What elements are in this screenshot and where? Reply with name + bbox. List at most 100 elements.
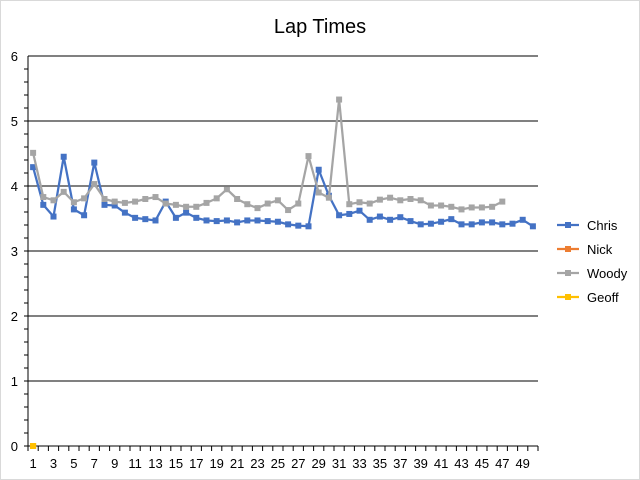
y-tick-label: 3 [11, 244, 18, 259]
data-point-woody [325, 194, 332, 201]
data-point-chris [172, 214, 179, 221]
data-point-woody [274, 197, 281, 204]
data-point-chris [387, 216, 394, 223]
data-point-woody [427, 202, 434, 209]
x-tick-label: 1 [29, 456, 36, 471]
data-point-chris [366, 216, 373, 223]
data-point-chris [448, 216, 455, 223]
legend-label-woody: Woody [587, 266, 628, 281]
data-point-chris [478, 219, 485, 226]
data-point-woody [407, 196, 414, 202]
data-point-chris [193, 214, 200, 221]
x-tick-label: 5 [70, 456, 77, 471]
data-point-chris [407, 218, 414, 225]
data-point-woody [315, 189, 322, 196]
y-tick-label: 5 [11, 114, 18, 129]
data-point-chris [40, 201, 47, 208]
x-tick-label: 35 [373, 456, 387, 471]
data-point-chris [305, 223, 312, 230]
x-tick-label: 37 [393, 456, 407, 471]
data-point-woody [30, 149, 37, 156]
data-point-woody [346, 201, 353, 208]
data-point-woody [152, 194, 159, 201]
data-point-woody [254, 205, 261, 212]
x-tick-label: 47 [495, 456, 509, 471]
x-tick-label: 31 [332, 456, 346, 471]
legend-marker-chris [565, 222, 571, 228]
data-point-chris [223, 217, 230, 224]
data-point-chris [427, 220, 434, 227]
data-point-woody [234, 196, 241, 202]
data-point-woody [101, 196, 108, 202]
data-point-woody [203, 199, 210, 206]
x-tick-label: 39 [413, 456, 427, 471]
data-point-woody [458, 206, 465, 213]
x-tick-label: 43 [454, 456, 468, 471]
data-point-chris [183, 209, 190, 216]
x-tick-label: 7 [91, 456, 98, 471]
data-point-woody [468, 204, 475, 211]
legend-label-nick: Nick [587, 242, 613, 257]
data-point-chris [489, 219, 496, 226]
series-line-chris [32, 155, 534, 228]
data-point-chris [336, 212, 343, 219]
data-point-woody [244, 201, 251, 208]
data-point-woody [183, 203, 190, 210]
data-point-woody [336, 96, 343, 103]
data-point-chris [295, 222, 302, 229]
data-point-chris [509, 220, 516, 227]
x-tick-label: 9 [111, 456, 118, 471]
data-point-woody [478, 204, 485, 211]
data-point-chris [213, 218, 220, 225]
x-tick-label: 49 [515, 456, 529, 471]
data-point-chris [50, 213, 57, 220]
data-point-chris [376, 213, 383, 220]
data-point-woody [305, 153, 312, 160]
x-tick-label: 11 [128, 456, 142, 471]
y-tick-label: 6 [11, 49, 18, 64]
data-point-woody [387, 194, 394, 201]
data-point-chris [285, 221, 292, 228]
data-point-woody [448, 203, 455, 210]
data-point-woody [60, 188, 67, 195]
data-point-woody [81, 195, 88, 202]
data-point-chris [111, 202, 118, 209]
x-tick-label: 23 [250, 456, 264, 471]
data-point-chris [519, 216, 526, 223]
data-point-chris [203, 217, 210, 224]
data-point-chris [91, 159, 98, 166]
data-point-woody [264, 200, 271, 207]
x-tick-label: 25 [271, 456, 285, 471]
x-tick-label: 29 [311, 456, 325, 471]
data-point-woody [162, 200, 169, 207]
data-point-chris [81, 212, 88, 219]
data-point-woody [213, 195, 220, 202]
data-point-chris [70, 206, 77, 213]
data-point-woody [366, 200, 373, 207]
data-point-chris [356, 207, 363, 214]
x-tick-label: 19 [209, 456, 223, 471]
data-point-woody [172, 201, 179, 208]
data-point-chris [142, 216, 149, 223]
y-tick-label: 0 [11, 439, 18, 454]
data-point-chris [274, 218, 281, 225]
data-point-chris [529, 223, 536, 230]
x-tick-label: 41 [434, 456, 448, 471]
y-tick-label: 1 [11, 374, 18, 389]
data-point-chris [264, 218, 271, 225]
data-point-woody [223, 186, 230, 193]
series-line-woody [32, 98, 503, 212]
data-point-chris [458, 221, 465, 228]
data-point-woody [499, 198, 506, 205]
data-point-woody [438, 202, 445, 209]
data-point-woody [142, 196, 149, 202]
data-point-chris [101, 201, 108, 208]
x-tick-label: 45 [475, 456, 489, 471]
data-point-woody [417, 197, 424, 204]
data-point-woody [111, 198, 118, 205]
data-point-woody [40, 194, 47, 201]
data-point-woody [70, 199, 77, 206]
data-point-chris [244, 217, 251, 224]
